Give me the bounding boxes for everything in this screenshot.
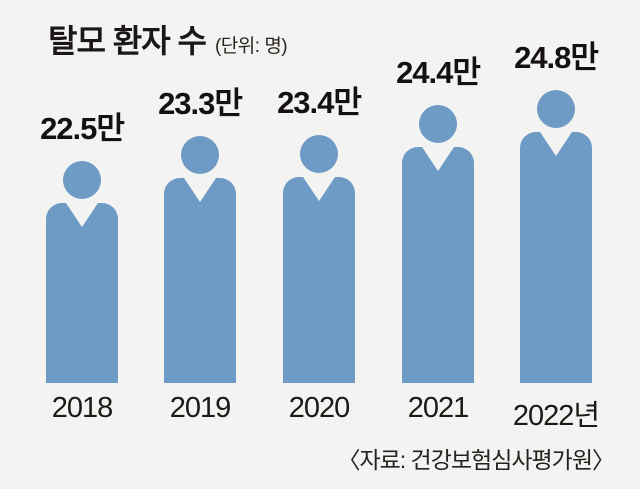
value-label: 24.8만 <box>514 40 599 75</box>
value-label: 22.5만 <box>40 111 125 146</box>
pictogram-column-2021: 24.4만 <box>379 47 497 383</box>
value-label: 24.4만 <box>396 55 481 90</box>
value-label: 23.4만 <box>277 85 362 120</box>
person-body <box>283 177 355 383</box>
person-icon <box>46 161 118 383</box>
x-axis-label-2018: 2018 <box>51 392 114 424</box>
person-body <box>402 147 474 383</box>
person-head <box>181 136 219 174</box>
person-icon <box>402 105 474 383</box>
person-body <box>164 178 236 383</box>
pictogram-column-2019: 23.3만 <box>141 78 259 383</box>
collar-notch <box>66 203 98 227</box>
pictogram-column-2020: 23.4만 <box>260 77 378 383</box>
person-icon <box>283 135 355 383</box>
x-axis-label-2019: 2019 <box>169 392 232 424</box>
chart-header: 탈모 환자 수 (단위: 명) <box>48 16 288 62</box>
person-head <box>419 105 457 143</box>
x-axis-label-2022: 2022년 <box>512 400 600 432</box>
x-axis-label-2021: 2021 <box>407 392 470 424</box>
collar-notch <box>540 132 572 156</box>
x-axis-label-2020: 2020 <box>288 392 351 424</box>
source-note: 〈자료: 건강보험심사평가원〉 <box>337 447 615 473</box>
person-icon <box>520 90 592 383</box>
collar-notch <box>303 177 335 201</box>
person-body <box>520 132 592 383</box>
person-icon <box>164 136 236 383</box>
plot-area: 22.5만 23.3만 23.4만 <box>23 32 615 383</box>
person-head <box>537 90 575 128</box>
pictogram-column-2018: 22.5만 <box>23 103 141 383</box>
person-body <box>46 203 118 383</box>
x-axis: 2018 2019 2020 2021 2022년 <box>0 392 640 432</box>
value-label: 23.3만 <box>158 86 243 121</box>
chart-unit-label: (단위: 명) <box>214 36 288 57</box>
collar-notch <box>184 178 216 202</box>
collar-notch <box>422 147 454 171</box>
person-head <box>300 135 338 173</box>
person-head <box>63 161 101 199</box>
chart-title: 탈모 환자 수 <box>48 23 207 59</box>
pictogram-column-2022: 24.8만 <box>497 32 615 383</box>
